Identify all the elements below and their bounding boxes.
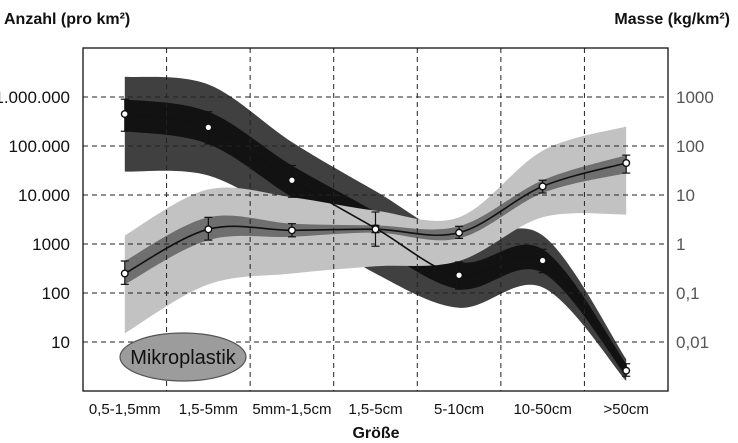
- plot-frame: [82, 47, 669, 392]
- count-point-6: [622, 366, 631, 375]
- right-tick-label-2: 1: [676, 235, 685, 254]
- mikroplastik-ellipse: [119, 332, 247, 382]
- x-tick-label-3: 1,5-5cm: [348, 401, 402, 418]
- left-tick-label-1: 100: [42, 284, 70, 303]
- left-tick-label-4: 100.000: [9, 137, 70, 156]
- x-tick-label-0: 0,5-1,5mm: [89, 401, 161, 418]
- left-tick-label-3: 10.000: [18, 186, 70, 205]
- left-tick-label-2: 1000: [32, 235, 70, 254]
- right-tick-label-4: 100: [676, 137, 704, 156]
- right-tick-label-5: 1000: [676, 88, 714, 107]
- right-tick-label-3: 10: [676, 186, 695, 205]
- x-tick-label-1: 1,5-5mm: [179, 401, 238, 418]
- right-tick-label-0: 0,01: [676, 333, 709, 352]
- mass-point-2: [287, 226, 296, 235]
- count-point-5: [538, 256, 547, 265]
- x-tick-label-6: >50cm: [603, 401, 648, 418]
- count-point-0: [120, 109, 129, 118]
- mass-point-6: [622, 158, 631, 167]
- mass-inner-band: [124, 155, 627, 285]
- count-point-1: [204, 123, 213, 132]
- x-tick-label-2: 5mm-1,5cm: [252, 401, 331, 418]
- left-tick-label-5: 1.000.000: [0, 88, 70, 107]
- mass-point-5: [538, 182, 547, 191]
- mikroplastik-badge: Mikroplastik: [119, 332, 247, 382]
- right-axis-title: Masse (kg/km²): [614, 11, 730, 28]
- x-tick-label-5: 10-50cm: [513, 401, 571, 418]
- mass-point-3: [371, 225, 380, 234]
- count-point-2: [287, 176, 296, 185]
- mass-point-4: [455, 228, 464, 237]
- mass-point-0: [120, 269, 129, 278]
- mass-point-1: [204, 225, 213, 234]
- left-axis-title: Anzahl (pro km²): [4, 11, 130, 28]
- count-point-4: [455, 271, 464, 280]
- left-tick-label-0: 10: [51, 333, 70, 352]
- tick-labels: 10 100 1000 10.000 100.000 1.000.000 0,01 0,1 1 1…: [0, 88, 714, 418]
- x-axis-title: Größe: [352, 425, 399, 442]
- right-tick-label-1: 0,1: [676, 284, 700, 303]
- mikroplastik-label: Mikroplastik: [130, 347, 237, 369]
- series-points: [120, 98, 631, 377]
- x-tick-label-4: 5-10cm: [434, 401, 484, 418]
